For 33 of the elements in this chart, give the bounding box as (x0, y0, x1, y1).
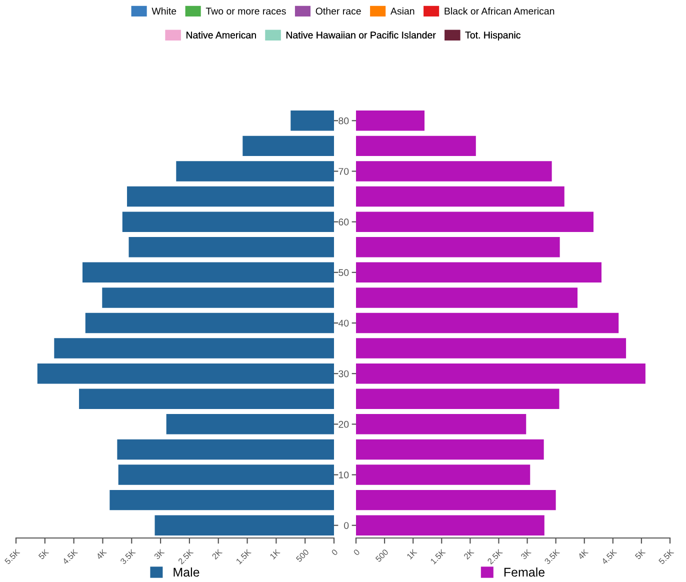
y-tick-label: 40 (338, 320, 349, 327)
y-tick-label: 70 (338, 168, 349, 175)
y-tick-label: 0 (344, 522, 349, 529)
legend-label: Asian (390, 7, 414, 15)
legend-label: Female (504, 567, 545, 577)
y-tick-label: 10 (338, 472, 349, 478)
legend-label: Native Hawaiian or Pacific Islander (286, 31, 436, 39)
x-tick-label: 4K (578, 548, 589, 560)
x-tick-label: 1K (406, 548, 418, 560)
legend-label: Two or more races (206, 8, 286, 15)
x-tick-label: 500 (375, 548, 389, 562)
y-tick-label: 80 (338, 117, 349, 124)
x-tick-label: 0 (353, 548, 360, 556)
x-tick-label: 0 (331, 548, 338, 556)
legend-label: White (152, 7, 176, 15)
x-tick-label: 3K (520, 548, 532, 560)
x-tick-label: 5K (38, 548, 50, 560)
x-tick-label: 500 (296, 548, 310, 562)
x-tick-label: 2K (463, 548, 474, 560)
legend-label: Native American (186, 31, 256, 39)
legend-label: Black or African American (444, 7, 554, 15)
y-tick-label: 60 (338, 218, 349, 226)
x-tick-label: 1K (270, 548, 280, 560)
y-tick-label: 20 (338, 420, 349, 428)
x-tick-label: 4K (96, 548, 107, 560)
legend-label: Male (174, 567, 200, 577)
legend-label: Other race (316, 7, 361, 15)
x-tick-label: 5K (634, 548, 646, 560)
x-tick-label: 2K (212, 548, 223, 560)
y-tick-label: 50 (338, 269, 349, 276)
y-tick-label: 30 (338, 370, 349, 378)
x-tick-label: 3K (154, 548, 165, 560)
legend-label: Tot. Hispanic (465, 31, 520, 40)
